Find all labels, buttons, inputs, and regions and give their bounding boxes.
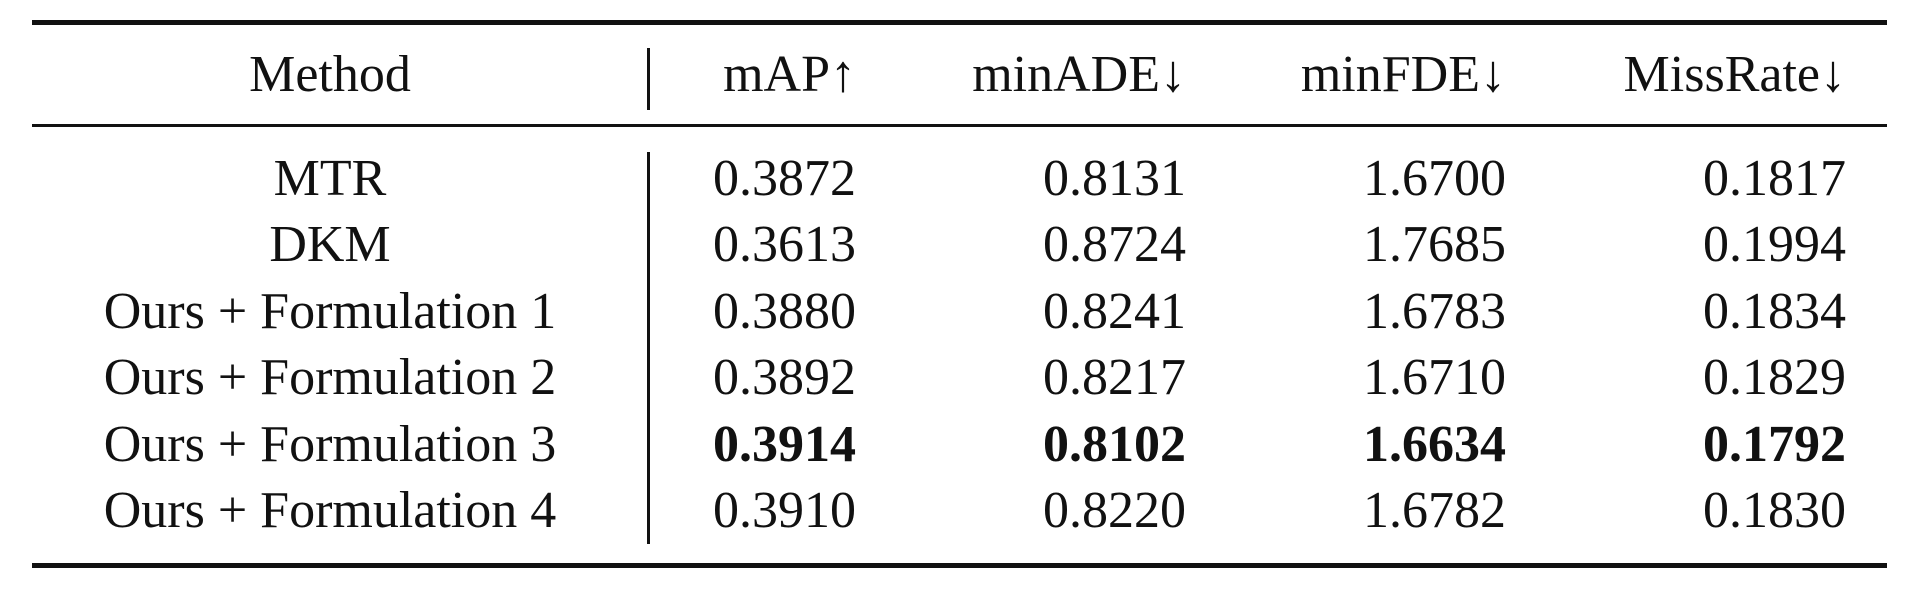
cell-map: 0.3892 bbox=[713, 349, 856, 406]
column-separator-body bbox=[647, 152, 650, 544]
cell-minade: 0.8102 bbox=[1043, 416, 1186, 473]
cell-missrate: 0.1834 bbox=[1703, 283, 1846, 340]
cell-minfde: 1.7685 bbox=[1363, 216, 1506, 273]
table-header-rule bbox=[32, 124, 1887, 127]
header-method: Method bbox=[249, 46, 411, 103]
cell-minfde: 1.6710 bbox=[1363, 349, 1506, 406]
cell-method: Ours + Formulation 1 bbox=[103, 283, 557, 340]
header-missrate: MissRate↓ bbox=[1623, 46, 1846, 103]
cell-minfde: 1.6782 bbox=[1363, 482, 1506, 539]
cell-missrate: 0.1830 bbox=[1703, 482, 1846, 539]
cell-method: Ours + Formulation 4 bbox=[103, 482, 557, 539]
cell-minade: 0.8220 bbox=[1043, 482, 1186, 539]
cell-minade: 0.8217 bbox=[1043, 349, 1186, 406]
cell-minfde: 1.6634 bbox=[1363, 416, 1506, 473]
cell-minade: 0.8131 bbox=[1043, 150, 1186, 207]
cell-missrate: 0.1817 bbox=[1703, 150, 1846, 207]
cell-missrate: 0.1792 bbox=[1703, 416, 1846, 473]
header-map: mAP↑ bbox=[723, 46, 856, 103]
table-top-rule bbox=[32, 20, 1887, 25]
cell-map: 0.3613 bbox=[713, 216, 856, 273]
cell-minfde: 1.6783 bbox=[1363, 283, 1506, 340]
header-minfde: minFDE↓ bbox=[1300, 46, 1506, 103]
cell-map: 0.3872 bbox=[713, 150, 856, 207]
cell-minade: 0.8724 bbox=[1043, 216, 1186, 273]
cell-map: 0.3880 bbox=[713, 283, 856, 340]
cell-method: MTR bbox=[273, 150, 387, 207]
cell-map: 0.3914 bbox=[713, 416, 856, 473]
cell-method: DKM bbox=[269, 216, 391, 273]
cell-missrate: 0.1994 bbox=[1703, 216, 1846, 273]
cell-method: Ours + Formulation 2 bbox=[103, 349, 557, 406]
column-separator-header bbox=[647, 48, 650, 110]
table-bottom-rule bbox=[32, 563, 1887, 568]
cell-minade: 0.8241 bbox=[1043, 283, 1186, 340]
header-minade: minADE↓ bbox=[972, 46, 1186, 103]
cell-method: Ours + Formulation 3 bbox=[103, 416, 557, 473]
cell-missrate: 0.1829 bbox=[1703, 349, 1846, 406]
cell-map: 0.3910 bbox=[713, 482, 856, 539]
cell-minfde: 1.6700 bbox=[1363, 150, 1506, 207]
